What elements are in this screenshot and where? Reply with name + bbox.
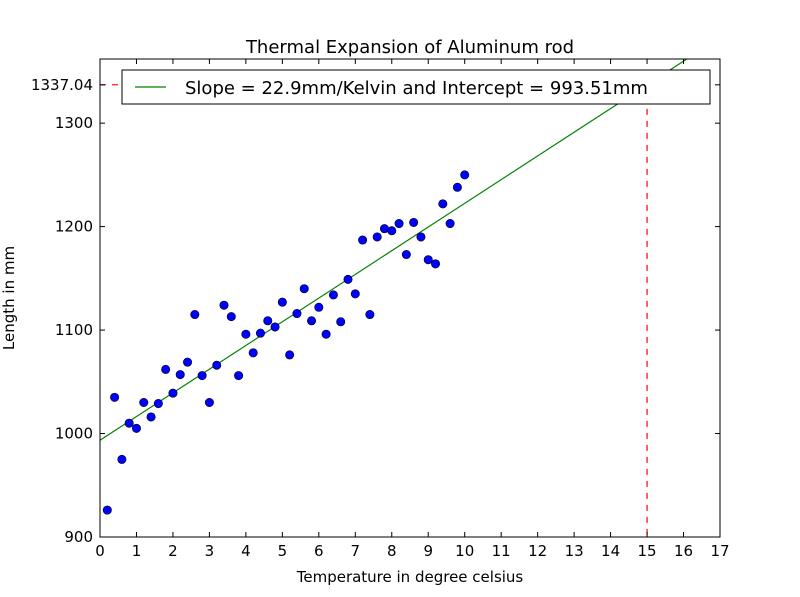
x-tick-label: 1 — [132, 542, 142, 560]
data-point — [146, 412, 156, 422]
x-tick-label: 16 — [674, 542, 693, 560]
data-point — [438, 199, 448, 209]
data-point — [460, 170, 470, 180]
data-point — [219, 300, 229, 310]
data-point — [102, 505, 112, 515]
x-tick-label: 4 — [241, 542, 251, 560]
data-point — [387, 226, 397, 236]
data-point — [248, 348, 258, 358]
y-tick-label: 1300 — [55, 114, 93, 132]
data-point — [292, 309, 302, 319]
data-point — [234, 371, 244, 381]
legend: Slope = 22.9mm/Kelvin and Intercept = 99… — [121, 69, 711, 105]
data-point — [343, 274, 353, 284]
y-tick-label: 1200 — [55, 218, 93, 236]
data-point — [175, 370, 185, 380]
y-tick-label: 900 — [64, 528, 93, 546]
data-point — [124, 418, 134, 428]
x-tick-label: 13 — [565, 542, 584, 560]
data-point — [423, 255, 433, 265]
y-tick-label: 1100 — [55, 321, 93, 339]
x-axis-label: Temperature in degree celsius — [296, 568, 524, 586]
data-point — [241, 329, 251, 339]
data-point — [358, 235, 368, 245]
data-point — [416, 232, 426, 242]
x-tick-label: 10 — [455, 542, 474, 560]
x-tick-label: 7 — [351, 542, 361, 560]
data-point — [285, 350, 295, 360]
data-point — [204, 397, 214, 407]
data-point — [131, 423, 141, 433]
data-point — [263, 316, 273, 326]
data-point — [153, 399, 163, 409]
x-tick-label: 17 — [710, 542, 729, 560]
y-tick-label-projection: 1337.04 — [31, 76, 93, 94]
data-point — [328, 290, 338, 300]
data-point — [270, 322, 280, 332]
data-point — [445, 219, 455, 229]
x-tick-label: 15 — [638, 542, 657, 560]
data-point — [409, 217, 419, 227]
x-tick-label: 5 — [278, 542, 288, 560]
x-tick-label: 6 — [314, 542, 324, 560]
plot-frame — [99, 58, 721, 538]
data-point — [183, 357, 193, 367]
data-point — [336, 317, 346, 327]
data-point — [110, 392, 120, 402]
data-point — [212, 360, 222, 370]
data-point — [255, 328, 265, 338]
data-point — [161, 364, 171, 374]
x-tick-label: 2 — [168, 542, 178, 560]
x-tick-label: 3 — [205, 542, 215, 560]
data-point — [394, 219, 404, 229]
x-tick-label: 14 — [601, 542, 620, 560]
legend-fit-label: Slope = 22.9mm/Kelvin and Intercept = 99… — [185, 78, 648, 99]
data-point — [365, 310, 375, 320]
x-tick-label: 0 — [95, 542, 105, 560]
x-tick-label: 11 — [492, 542, 511, 560]
y-tick-label: 1000 — [55, 425, 93, 443]
data-point — [401, 250, 411, 260]
data-point — [321, 329, 331, 339]
plot-area — [100, 59, 688, 537]
data-point — [452, 182, 462, 192]
data-point — [350, 289, 360, 299]
x-tick-label: 12 — [528, 542, 547, 560]
chart-title: Thermal Expansion of Aluminum rod — [245, 37, 574, 58]
data-point — [277, 297, 287, 307]
data-point — [299, 284, 309, 294]
legend-box — [121, 69, 711, 105]
data-point — [307, 316, 317, 326]
data-point — [314, 302, 324, 312]
data-point — [226, 312, 236, 322]
data-point — [168, 388, 178, 398]
data-point — [197, 371, 207, 381]
x-tick-label: 9 — [423, 542, 433, 560]
data-point — [431, 259, 441, 269]
y-axis-label: Length in mm — [0, 246, 18, 350]
data-point — [372, 232, 382, 242]
data-point — [139, 397, 149, 407]
x-tick-label: 8 — [387, 542, 397, 560]
data-point — [117, 454, 127, 464]
data-point — [190, 310, 200, 320]
